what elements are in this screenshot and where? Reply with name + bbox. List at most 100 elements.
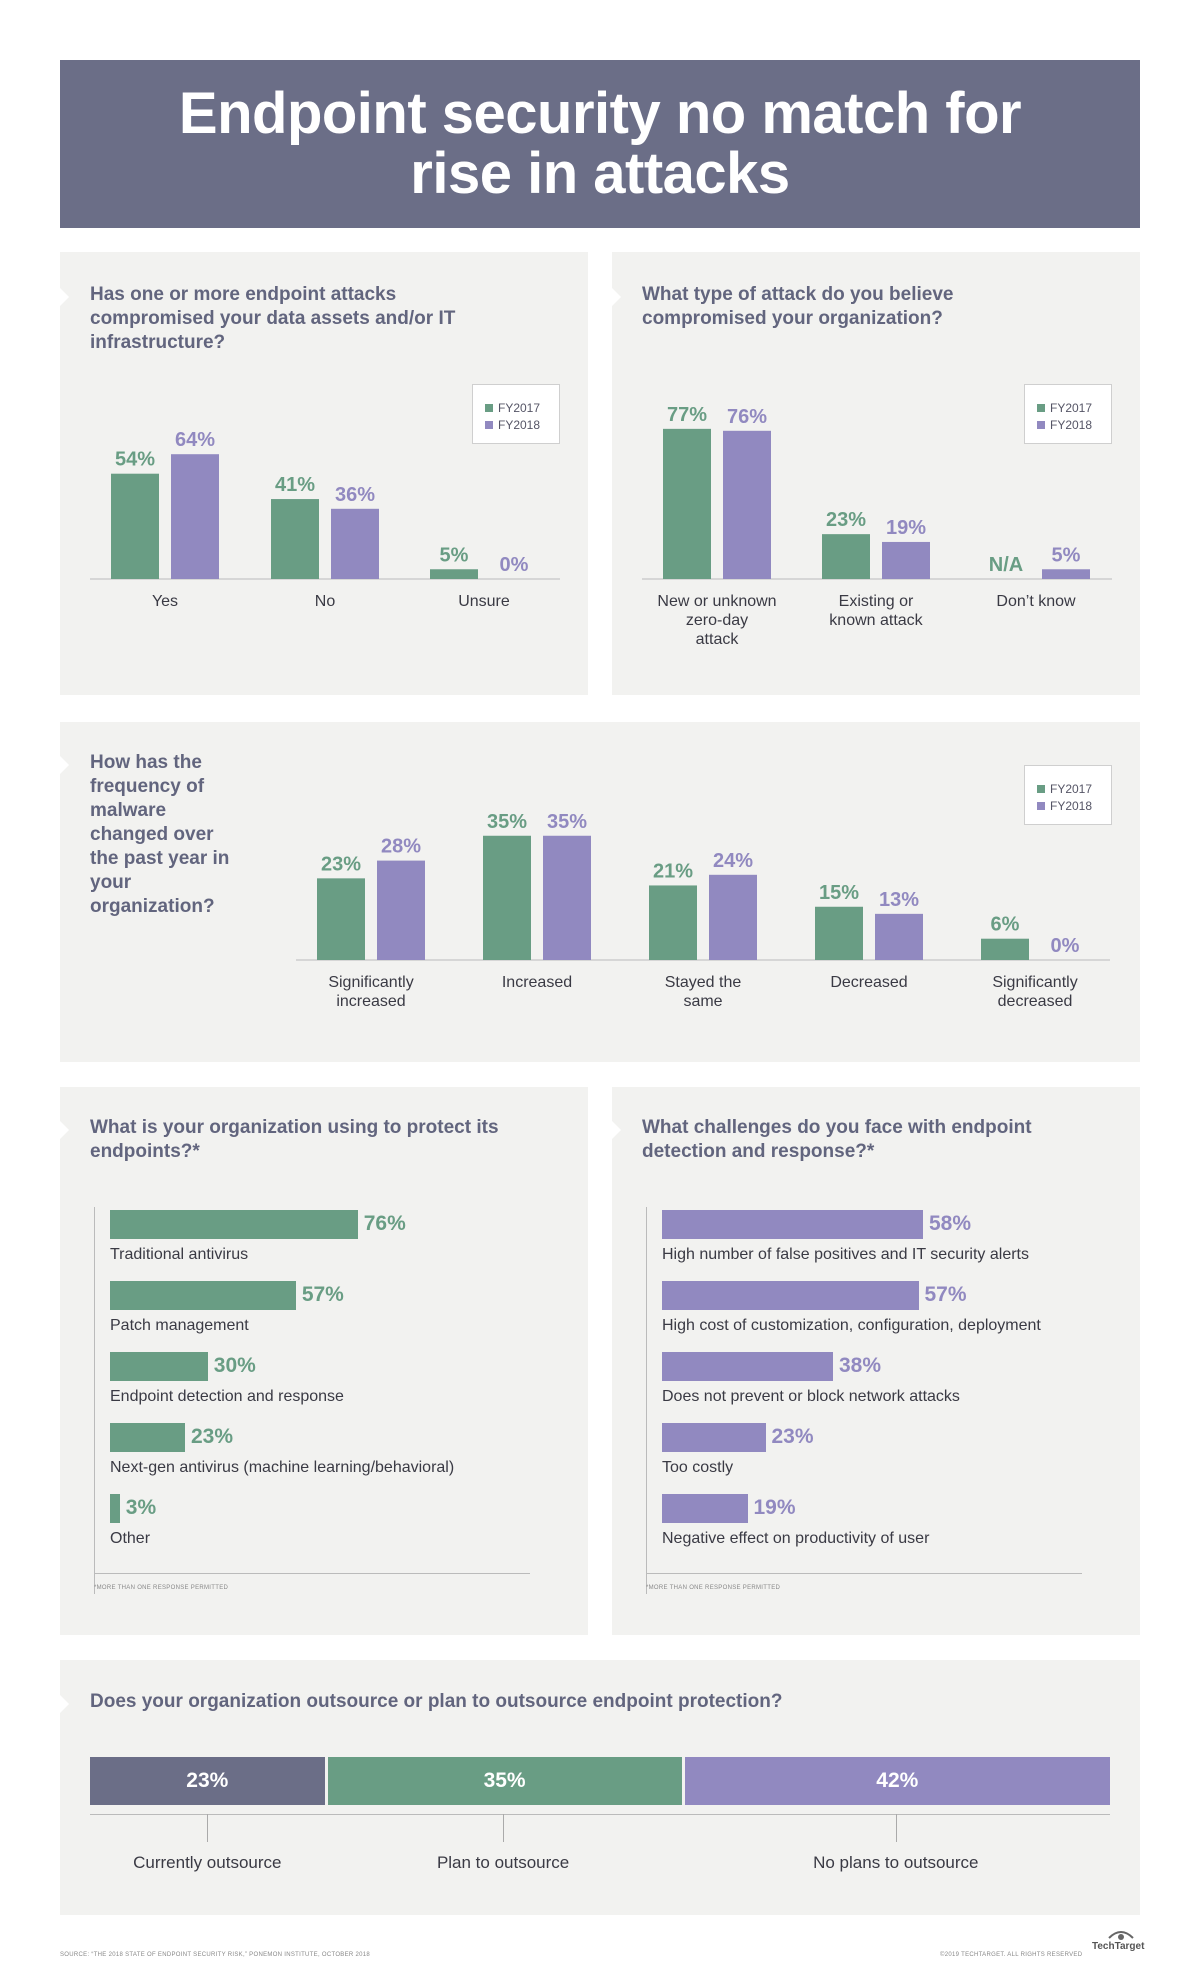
category-label: Existing or [839, 593, 914, 610]
title-pointer [612, 288, 621, 306]
panel-endpoint-protection: What is your organization using to prote… [60, 1087, 588, 1635]
panel-title: How has the frequency of malware changed… [90, 752, 230, 917]
legend: FY2017 FY2018 [1024, 384, 1112, 444]
category-label: Endpoint detection and response [110, 1388, 344, 1405]
category-label: Does not prevent or block network attack… [662, 1388, 960, 1405]
panel-attacks-compromised: Has one or more endpoint attacks comprom… [60, 252, 588, 695]
bar-1 [662, 1210, 923, 1239]
data-label: 15% [819, 882, 859, 904]
data-label: 0% [500, 554, 529, 576]
bar-fy2017-1 [111, 473, 159, 579]
category-label: Significantly [992, 974, 1077, 991]
category-label: Stayed the [665, 974, 742, 991]
data-label: 13% [879, 889, 919, 911]
bar-fy2018-3 [709, 874, 757, 960]
bar-fy2018-2 [331, 508, 379, 579]
data-label: 30% [213, 1354, 256, 1377]
category-label: attack [696, 631, 740, 648]
data-label: 5% [1052, 544, 1081, 566]
bar-fy2017-2 [822, 534, 870, 579]
legend-item-fy2018: FY2018 [485, 416, 559, 433]
bar-fy2018-3 [1042, 569, 1090, 579]
data-label: 28% [381, 836, 421, 858]
data-label: 6% [991, 914, 1020, 936]
bar-3 [662, 1352, 833, 1381]
bar-fy2017-1 [317, 878, 365, 960]
legend-label: FY2017 [1050, 400, 1093, 415]
category-label: High cost of customization, configuratio… [662, 1317, 1041, 1334]
panel-outsource: Does your organization outsource or plan… [60, 1660, 1140, 1915]
bar-5 [110, 1494, 120, 1523]
category-label: Unsure [458, 593, 510, 610]
category-label: increased [336, 993, 405, 1010]
bar-chart-attacks-compromised: 54% 64% Yes 41% 36% No 5% 0% Unsure [90, 429, 560, 610]
category-label: decreased [998, 993, 1073, 1010]
x-axis-line [646, 1573, 1082, 1574]
panel-title: What challenges do you face with endpoin… [642, 1117, 1032, 1162]
legend-item-fy2018: FY2018 [1037, 797, 1111, 814]
data-label: 35% [487, 811, 527, 833]
data-label: 19% [753, 1496, 796, 1519]
data-label: 54% [115, 449, 155, 471]
x-axis-line [94, 1573, 530, 1574]
legend-item-fy2018: FY2018 [1037, 416, 1111, 433]
legend-swatch [485, 420, 493, 429]
segment-3: 42% [684, 1757, 1110, 1805]
category-label: Too costly [662, 1459, 734, 1476]
bar-2 [110, 1281, 296, 1310]
axis-line [90, 1814, 1110, 1815]
data-label: 76% [727, 406, 767, 428]
bar-fy2017-5 [981, 938, 1029, 960]
brand-logo: TechTarget [1092, 1931, 1145, 1952]
data-label: 5% [440, 544, 469, 566]
segment-value: 35% [483, 1769, 526, 1792]
data-label: 35% [547, 811, 587, 833]
category-label: No [315, 593, 336, 610]
category-label: Other [110, 1530, 151, 1547]
hbar-chart-endpoint-protection: 76% Traditional antivirus 57% Patch managem… [60, 1087, 588, 1635]
bar-chart-attack-type: 77% 76% New or unknown zero-day attack 23% 19%… [642, 404, 1112, 648]
title-pointer [60, 1121, 69, 1139]
bar-fy2018-2 [543, 835, 591, 960]
bar-fy2018-4 [875, 913, 923, 960]
category-label: Patch management [110, 1317, 249, 1334]
segment-tick [503, 1814, 505, 1842]
y-axis-line [646, 1207, 647, 1594]
bar-fy2018-1 [377, 860, 425, 960]
legend-label: FY2017 [1050, 781, 1093, 796]
title-pointer [60, 756, 69, 774]
bar-1 [110, 1210, 358, 1239]
category-label: Traditional antivirus [110, 1246, 249, 1263]
bar-fy2018-2 [882, 541, 930, 579]
bar-chart-malware-frequency: 23% 28% Significantly increased 35% 35% Increa… [296, 811, 1110, 1010]
data-label: 36% [335, 484, 375, 506]
brand-name: TechTarget [1092, 1941, 1145, 1952]
data-label: 23% [190, 1425, 233, 1448]
data-label: 3% [125, 1496, 157, 1519]
panel-malware-frequency: How has the frequency of malware changed… [60, 722, 1140, 1062]
data-label: 19% [886, 517, 926, 539]
category-label: same [683, 993, 722, 1010]
segment-value: 23% [186, 1769, 229, 1792]
segment-2: 35% [327, 1757, 682, 1805]
bar-3 [110, 1352, 208, 1381]
data-label: 38% [839, 1354, 882, 1377]
bar-fy2017-3 [430, 569, 478, 579]
segment-value: 42% [876, 1769, 919, 1792]
data-label: 21% [653, 860, 693, 882]
bar-fy2018-1 [171, 454, 219, 579]
legend-swatch [1037, 403, 1045, 412]
page-title: Endpoint security no match for rise in a… [178, 81, 1022, 206]
footnote: *MORE THAN ONE RESPONSE PERMITTED [646, 1585, 781, 1591]
data-label: 57% [924, 1283, 967, 1306]
category-label: Yes [152, 593, 178, 610]
hbar-chart-edr-challenges: 58% High number of false positives and IT… [612, 1087, 1140, 1635]
legend-swatch [1037, 801, 1045, 810]
bar-fy2017-1 [663, 428, 711, 579]
segment-tick [207, 1814, 209, 1842]
data-label: 23% [771, 1425, 814, 1448]
bar-4 [110, 1423, 185, 1452]
bar-fy2018-1 [723, 430, 771, 579]
category-label: known attack [829, 612, 923, 629]
category-label: High number of false positives and IT se… [662, 1246, 1029, 1263]
